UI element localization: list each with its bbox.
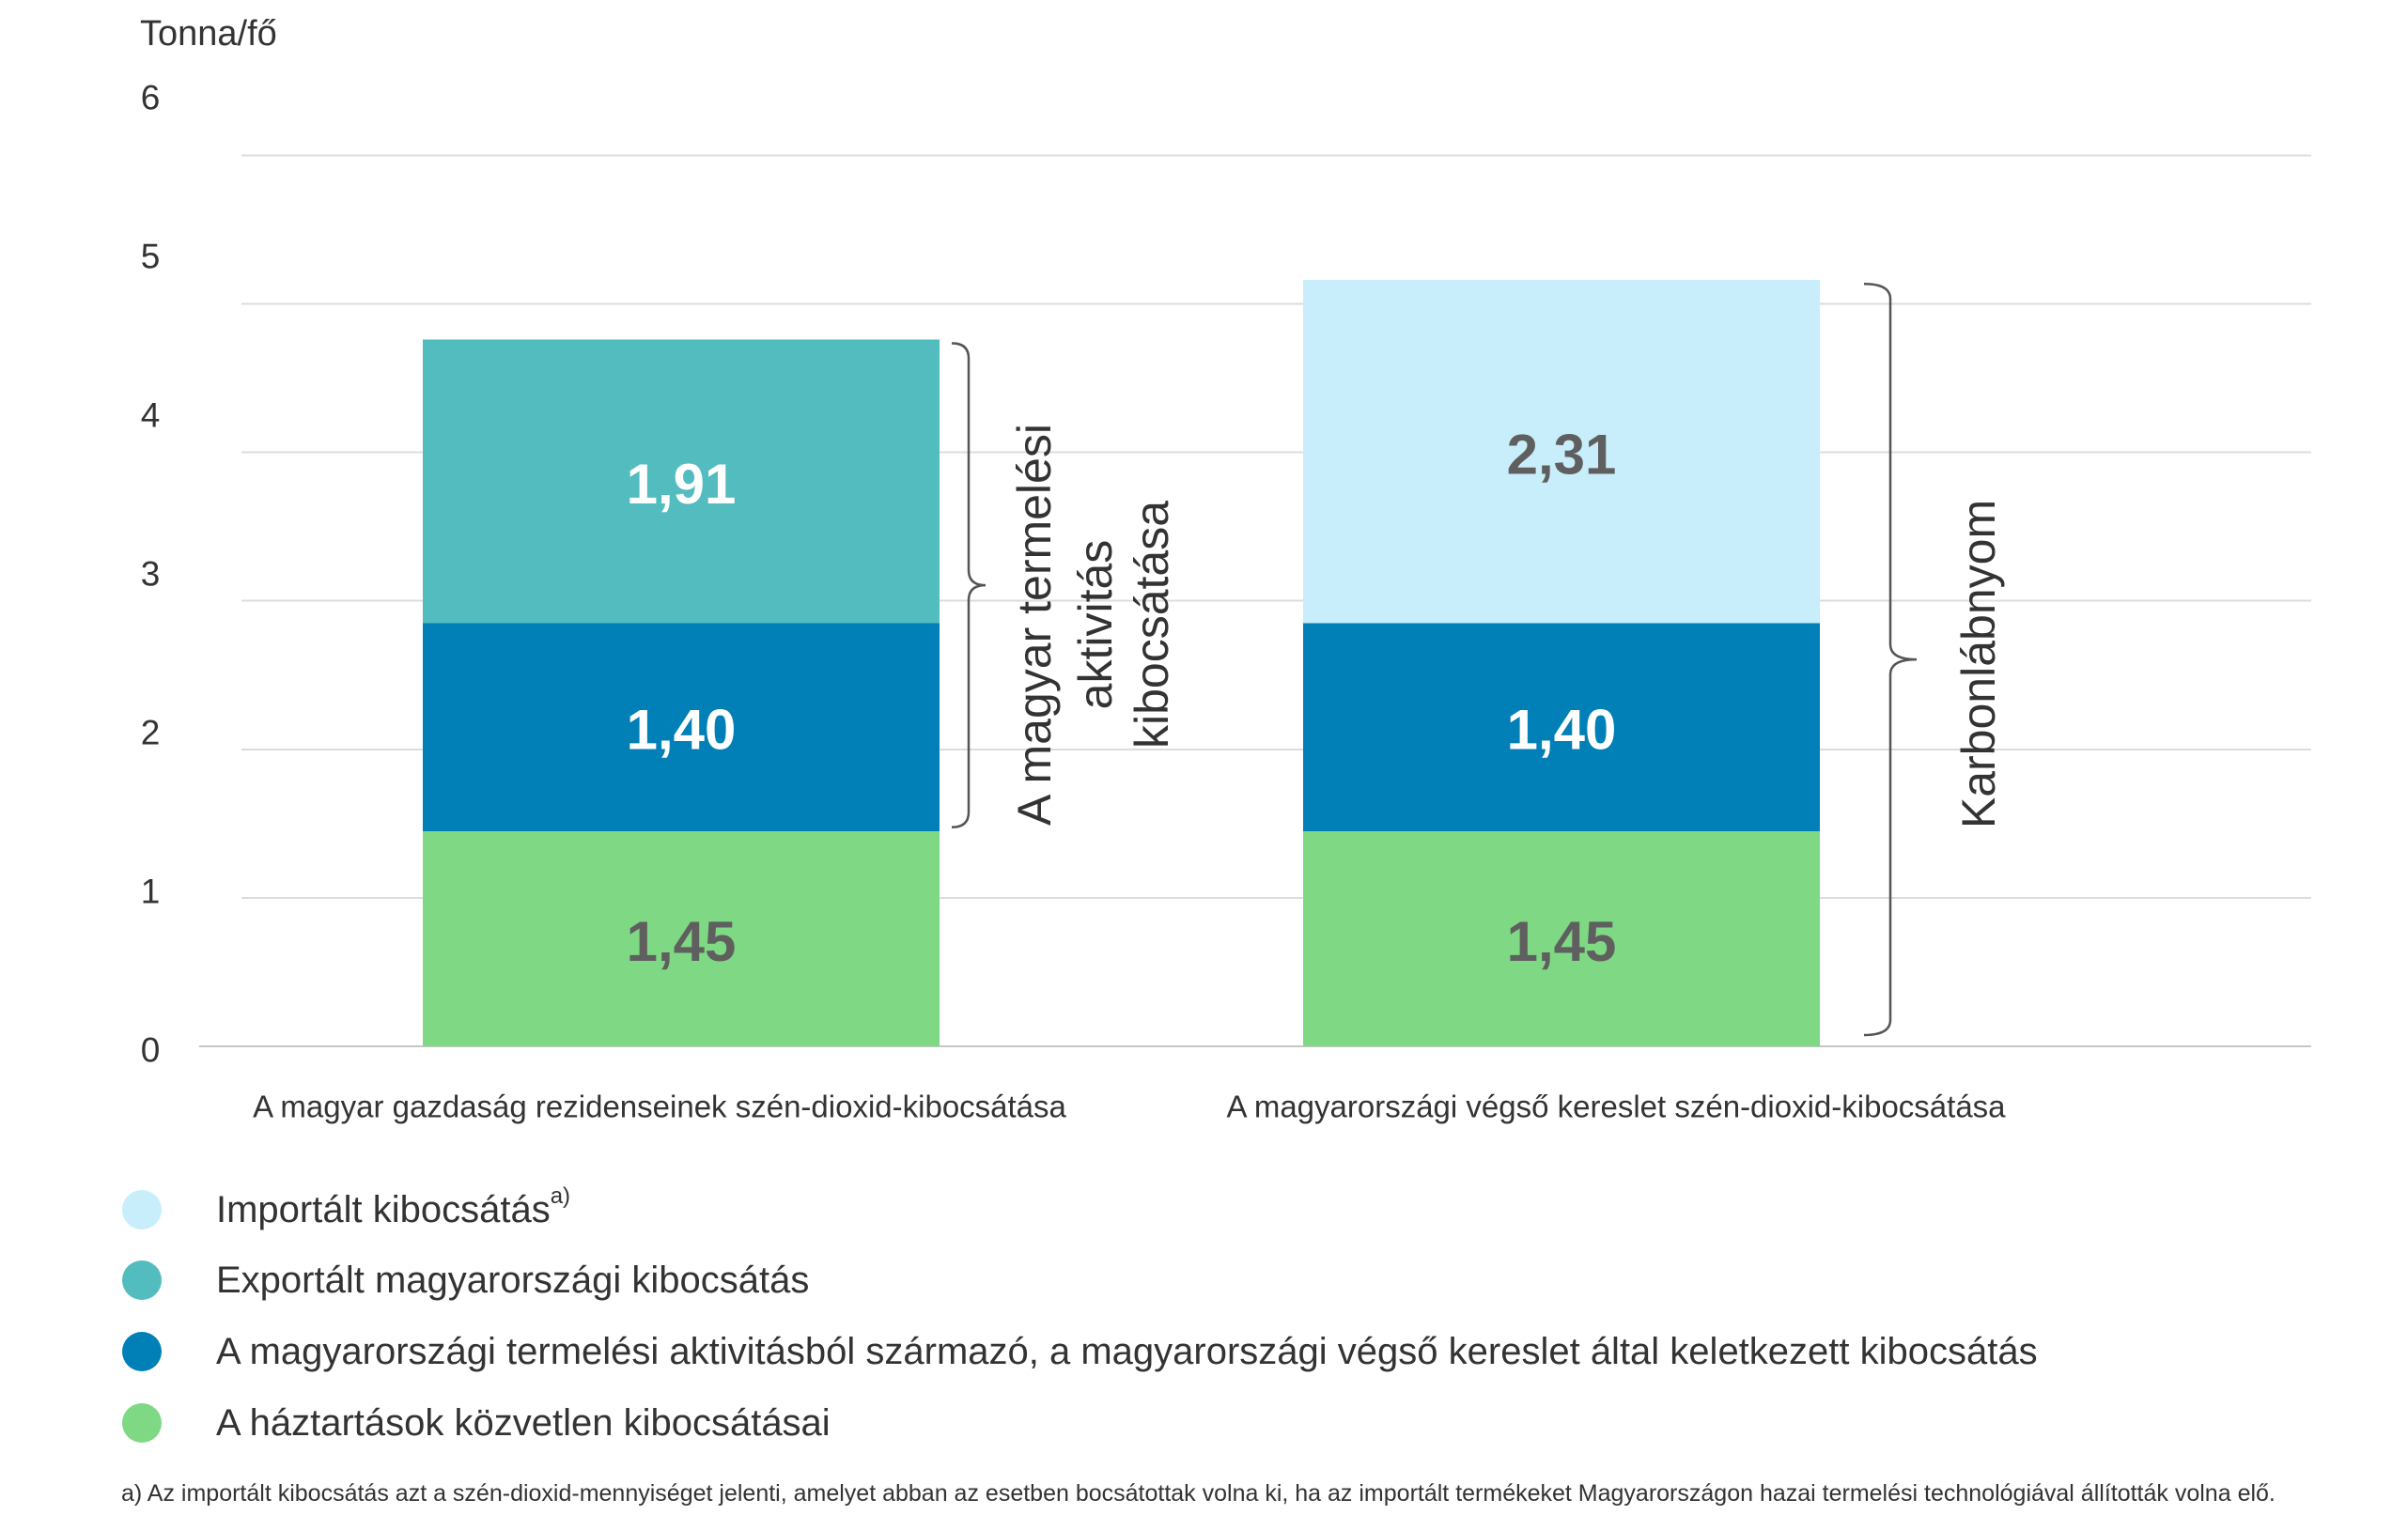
data-label: 1,45 [627, 910, 737, 973]
legend-item: A magyarországi termelési aktivitásból s… [122, 1331, 2038, 1372]
y-axis-title: Tonna/fő [140, 14, 277, 54]
data-label: 2,31 [1507, 423, 1617, 486]
category-labels: A magyar gazdaság rezidenseinek szén-dio… [253, 1090, 2006, 1124]
brace-label: aktivitás [1069, 540, 1122, 710]
legend-label: Exportált magyarországi kibocsátás [216, 1260, 809, 1301]
legend-swatch [122, 1403, 162, 1443]
y-tick-label: 3 [141, 555, 161, 594]
data-label: 1,40 [627, 699, 737, 762]
bar-segment [423, 623, 940, 831]
y-tick-label: 1 [141, 873, 161, 911]
legend-swatch [122, 1332, 162, 1371]
legend-label: Importált kibocsátása) [216, 1183, 570, 1231]
legend-label: A magyarországi termelési aktivitásból s… [216, 1331, 2038, 1372]
bars [423, 280, 1820, 1046]
brace-label: A magyar termelési [1008, 424, 1061, 826]
y-tick-label: 2 [141, 714, 161, 752]
data-label: 1,40 [1507, 699, 1617, 762]
brace-label: kibocsátása [1126, 501, 1178, 749]
brace-bracket [951, 342, 987, 829]
data-label: 1,45 [1507, 910, 1617, 973]
legend-swatch [122, 1260, 162, 1300]
bar-segment [1303, 280, 1820, 624]
legend-footnote-marker: a) [551, 1183, 570, 1209]
legend-label-text: A magyarországi termelési aktivitásból s… [216, 1331, 2038, 1372]
bar-segment [1303, 623, 1820, 831]
bar-segment [423, 830, 940, 1046]
y-tick-label: 0 [141, 1031, 161, 1070]
category-label: A magyar gazdaság rezidenseinek szén-dio… [253, 1090, 1066, 1124]
legend-item: Importált kibocsátása) [122, 1183, 570, 1231]
legend-item: Exportált magyarországi kibocsátás [122, 1260, 809, 1301]
data-label: 1,91 [627, 453, 737, 516]
category-label: A magyarországi végső kereslet szén-diox… [1226, 1090, 2006, 1124]
legend-label-text: A háztartások közvetlen kibocsátásai [216, 1402, 831, 1444]
footnote: a) Az importált kibocsátás azt a szén-di… [121, 1480, 2276, 1507]
y-tick-labels: 0 1 2 3 4 5 6 [141, 79, 161, 1070]
bar-segment [1303, 830, 1820, 1046]
legend: Importált kibocsátása) Exportált magyaror… [122, 1183, 2038, 1444]
legend-label-text: Importált kibocsátás [216, 1189, 551, 1230]
legend-swatch [122, 1190, 162, 1229]
legend-label-text: Exportált magyarországi kibocsátás [216, 1260, 809, 1301]
bar-segment [423, 339, 940, 624]
legend-item: A háztartások közvetlen kibocsátásai [122, 1402, 831, 1444]
brace-bracket [1863, 282, 1918, 1037]
y-tick-label: 4 [141, 396, 161, 435]
data-labels: 1,45 1,40 1,91 1,45 1,40 2,31 [627, 423, 1617, 973]
brace-annotations: A magyar termelési aktivitás kibocsátása Ka… [951, 282, 2005, 1037]
y-tick-label: 6 [141, 79, 161, 117]
brace-label: Karbonlábnyom [1952, 500, 2005, 828]
y-tick-label: 5 [141, 238, 161, 276]
legend-label: A háztartások közvetlen kibocsátásai [216, 1402, 831, 1444]
